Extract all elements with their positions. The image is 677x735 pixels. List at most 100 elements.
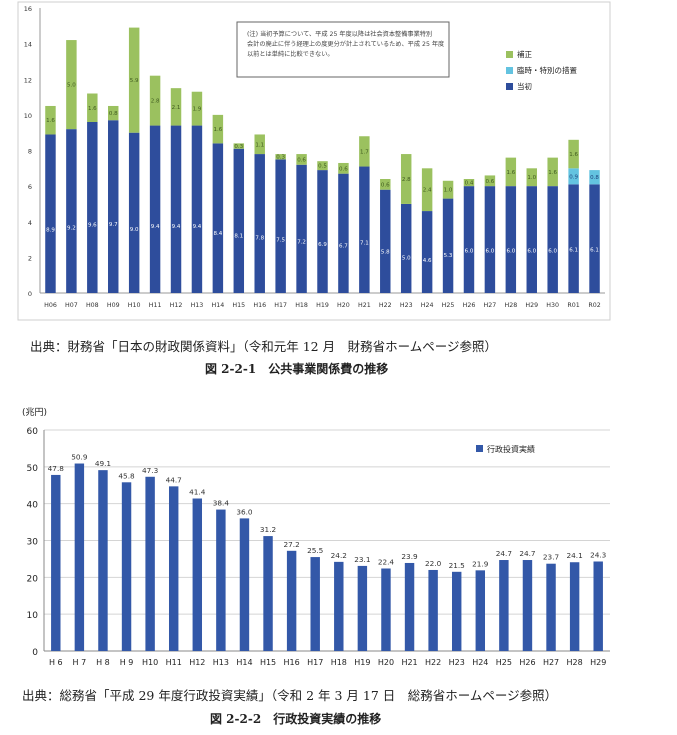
chart2-data-label: 27.2 <box>284 540 300 549</box>
chart1-data-label: 1.0 <box>444 188 453 194</box>
chart1-x-tick-label: H29 <box>525 302 538 309</box>
chart1-data-label: 1.7 <box>360 149 369 155</box>
chart2-bar <box>192 498 203 651</box>
chart2-bar <box>381 568 391 651</box>
chart1-bar-segment <box>505 157 517 187</box>
chart1-data-label: 6.0 <box>548 248 557 254</box>
chart1-bar-segment <box>359 166 370 293</box>
chart1-bar-segment <box>589 184 600 293</box>
chart1-bar-segment <box>275 159 286 293</box>
chart1-x-tick-label: H23 <box>400 302 413 309</box>
chart1-x-tick-label: H11 <box>149 302 162 309</box>
chart2-data-label: 44.7 <box>166 475 183 484</box>
chart1-x-tick-label: H24 <box>421 302 434 309</box>
chart2-data-label: 31.2 <box>260 525 276 534</box>
chart1-bar-segment <box>589 170 600 185</box>
chart1-data-label: 1.6 <box>88 106 97 112</box>
chart2-x-tick-label: H23 <box>449 658 465 667</box>
chart1-legend-swatch <box>506 51 513 58</box>
chart2-bar <box>145 476 155 651</box>
chart1-data-label: 1.6 <box>506 170 515 176</box>
chart1-bar-segment <box>338 173 349 293</box>
chart1-x-tick-label: H10 <box>128 302 141 309</box>
chart2-x-tick-label: H10 <box>142 658 158 667</box>
chart1-bar-segment <box>128 27 140 133</box>
chart2-data-label: 22.4 <box>378 557 395 566</box>
chart1-data-label: 2.8 <box>151 99 160 105</box>
chart2-data-label: 24.7 <box>519 549 536 558</box>
chart2-data-label: 45.8 <box>118 471 135 480</box>
chart1-data-label: 0.4 <box>465 181 474 187</box>
chart2-x-tick-label: H22 <box>425 658 441 667</box>
chart1-bar-segment <box>254 134 265 155</box>
chart2-x-tick-label: H 9 <box>120 658 134 667</box>
chart1-data-label: 0.6 <box>486 179 495 185</box>
chart1-source-caption: 出典：財務省「日本の財政関係資料」（令和元年 12 月 財務省ホームページ参照） <box>30 339 497 354</box>
chart1-bar-segment <box>317 161 328 171</box>
chart1-data-label: 7.2 <box>297 240 306 246</box>
chart2-bar <box>404 562 415 651</box>
chart2-bar <box>522 560 533 651</box>
chart1-legend-label: 臨時・特別の措置 <box>517 65 577 75</box>
chart1-bar-segment <box>233 148 245 293</box>
chart2-data-label: 50.9 <box>71 453 88 462</box>
chart1-x-tick-label: H13 <box>191 302 204 309</box>
chart1-x-tick-label: H25 <box>442 302 455 309</box>
chart1-bar-segment <box>484 175 496 187</box>
chart2-y-tick-label: 50 <box>27 464 39 474</box>
chart2-x-tick-label: H12 <box>189 658 205 667</box>
chart1-bar-segment <box>338 162 349 174</box>
chart1-data-label: 0.6 <box>297 157 306 163</box>
chart2-x-tick-label: H13 <box>213 658 229 667</box>
chart1-data-label: 6.0 <box>486 248 495 254</box>
chart1-data-label: 5.3 <box>444 253 453 259</box>
chart2-bar <box>357 565 368 651</box>
chart2-data-label: 21.5 <box>449 561 465 570</box>
chart2-data-label: 41.4 <box>189 488 206 497</box>
chart1-x-tick-label: H09 <box>107 302 120 309</box>
chart2-figure-title: 図 2-2-2 行政投資実績の推移 <box>210 712 382 726</box>
chart1-bar-segment <box>317 170 328 293</box>
chart1-y-tick-label: 10 <box>24 112 32 120</box>
chart2-data-label: 47.8 <box>48 464 65 473</box>
chart1-bar-segment <box>108 105 119 121</box>
chart1-bar-segment <box>128 132 140 293</box>
chart1-data-label: 0.8 <box>109 111 118 117</box>
chart1-bar-segment <box>212 114 224 144</box>
chart1-x-tick-label: H19 <box>316 302 329 309</box>
chart1-data-label: 1.9 <box>193 107 202 113</box>
chart2-x-tick-label: H29 <box>590 658 606 667</box>
administrative-investment-svg: (兆円) 0 10 20 30 40 50 60 47.8 H 6 50.9 H 7 49.1 H 8 45… <box>22 407 610 667</box>
chart1-data-label: 8.1 <box>234 233 243 239</box>
chart1-data-label: 0.6 <box>381 182 390 188</box>
chart1-bar-segment <box>547 186 558 293</box>
chart1-data-label: 0.8 <box>590 175 599 181</box>
chart2-data-label: 49.1 <box>95 459 111 468</box>
chart2-x-tick-label: H15 <box>260 658 276 667</box>
chart1-note-box <box>236 21 450 78</box>
chart2-x-tick-label: H14 <box>236 658 252 667</box>
chart1-bar-segment <box>421 168 433 212</box>
chart2-bar <box>451 571 462 651</box>
chart1-bar-segment <box>275 154 286 160</box>
chart1-bar-segment <box>568 139 579 169</box>
chart1-data-label: 7.8 <box>255 235 264 241</box>
chart1-bar-segment <box>442 198 454 293</box>
chart1-bar-segment <box>296 154 307 165</box>
chart2-bar <box>593 561 603 651</box>
chart1-bar-segment <box>45 134 56 293</box>
chart1-data-label: 9.2 <box>67 225 76 231</box>
chart2-bar <box>216 509 226 651</box>
chart1-y-tick-label: 4 <box>28 219 32 227</box>
chart1-data-label: 1.6 <box>569 152 578 158</box>
chart1-legend-label: 補正 <box>517 49 532 59</box>
chart1-bar-segment <box>66 40 77 130</box>
chart2-legend-swatch <box>476 445 483 452</box>
chart1-bar-segment <box>170 125 182 293</box>
chart1-data-label: 6.0 <box>465 248 474 254</box>
chart1-data-label: 6.0 <box>527 248 536 254</box>
chart1-note-text: (注) 当初予算について、平成 25 年度以降は社会資本整備事業特別会計の廃止に… <box>247 30 444 58</box>
chart1-bar-segment <box>45 105 56 135</box>
public-works-expense-chart: 0 2 4 6 8 10 12 14 16 H06 8.9 1.6 H07 9.2 5.0 H08 9.6 1.6… <box>0 0 677 334</box>
chart1-data-label: 9.6 <box>88 223 97 229</box>
